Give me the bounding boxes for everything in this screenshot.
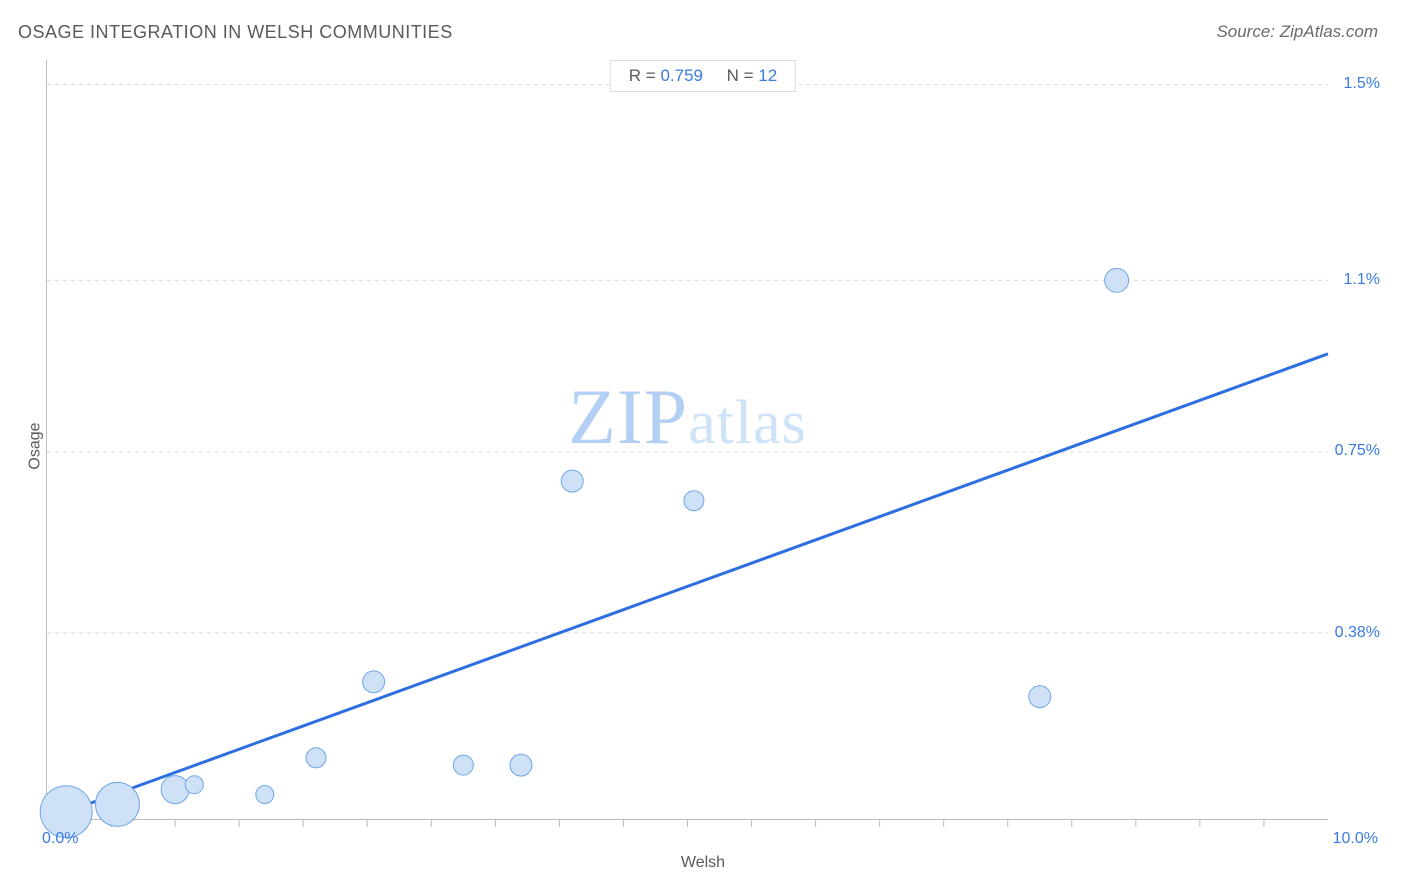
x-origin-label: 0.0% [42,830,78,848]
data-point [161,776,189,804]
y-tick-label: 0.38% [1335,624,1380,642]
data-point [561,470,583,492]
data-point [1029,686,1051,708]
data-point [684,491,704,511]
data-point [363,671,385,693]
plot-area: ZIPatlas [46,60,1328,820]
trend-line [47,354,1328,819]
y-axis-label: Osage [27,422,45,469]
source-attribution: Source: ZipAtlas.com [1216,22,1378,42]
data-point [510,754,532,776]
stats-r-value: 0.759 [660,66,703,85]
data-point [185,776,203,794]
stats-n-label: N = [727,66,759,85]
data-point [95,782,139,826]
stats-box: R = 0.759 N = 12 [610,60,796,92]
data-point [453,755,473,775]
data-point [256,786,274,804]
scatter-svg [47,60,1328,819]
data-point [306,748,326,768]
x-max-label: 10.0% [1333,830,1378,848]
y-tick-label: 1.1% [1344,271,1380,289]
data-point [1105,268,1129,292]
stats-r-label: R = [629,66,661,85]
y-tick-label: 0.75% [1335,442,1380,460]
chart-title: OSAGE INTEGRATION IN WELSH COMMUNITIES [18,22,453,43]
chart-container: OSAGE INTEGRATION IN WELSH COMMUNITIES S… [0,0,1406,892]
x-axis-label: Welsh [681,854,725,872]
stats-n-value: 12 [758,66,777,85]
y-tick-label: 1.5% [1344,75,1380,93]
